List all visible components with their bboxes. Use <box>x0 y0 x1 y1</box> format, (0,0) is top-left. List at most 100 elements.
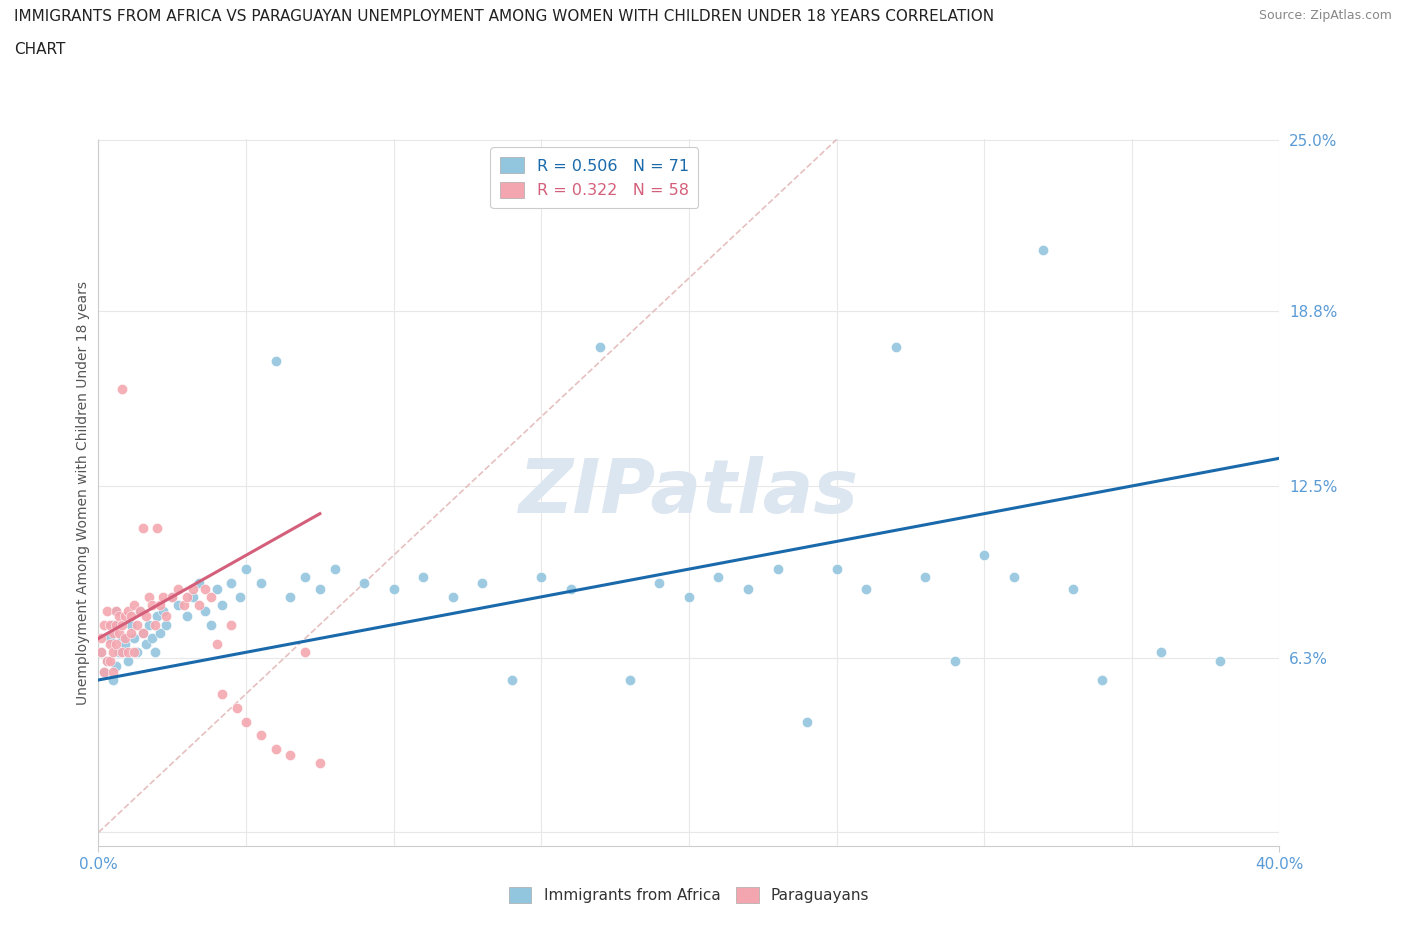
Point <box>117 653 139 668</box>
Point <box>766 562 789 577</box>
Point <box>501 672 523 687</box>
Point <box>108 644 131 659</box>
Point <box>128 604 150 618</box>
Point <box>120 626 142 641</box>
Point <box>98 636 121 651</box>
Point <box>323 562 346 577</box>
Point <box>125 644 148 659</box>
Point <box>855 581 877 596</box>
Point <box>120 609 142 624</box>
Point <box>117 644 139 659</box>
Point <box>103 672 125 687</box>
Point <box>132 626 155 641</box>
Point <box>111 618 134 632</box>
Point <box>943 653 966 668</box>
Point <box>93 664 115 679</box>
Point <box>264 353 287 368</box>
Point <box>294 644 316 659</box>
Point <box>194 604 217 618</box>
Y-axis label: Unemployment Among Women with Children Under 18 years: Unemployment Among Women with Children U… <box>76 281 90 705</box>
Point <box>914 570 936 585</box>
Point <box>146 520 169 535</box>
Point <box>1150 644 1173 659</box>
Point <box>141 598 163 613</box>
Point <box>200 590 222 604</box>
Point <box>229 590 252 604</box>
Point <box>167 598 190 613</box>
Point <box>152 604 174 618</box>
Point <box>235 714 257 729</box>
Point <box>143 644 166 659</box>
Point <box>111 631 134 645</box>
Point <box>412 570 434 585</box>
Point <box>149 598 172 613</box>
Text: ZIPatlas: ZIPatlas <box>519 457 859 529</box>
Point <box>138 590 160 604</box>
Point <box>219 576 242 591</box>
Point <box>678 590 700 604</box>
Point <box>96 653 118 668</box>
Point <box>235 562 257 577</box>
Point <box>382 581 405 596</box>
Point <box>111 381 134 396</box>
Point <box>135 636 157 651</box>
Point <box>181 581 204 596</box>
Point <box>353 576 375 591</box>
Point <box>211 686 233 701</box>
Point <box>90 644 112 659</box>
Point <box>155 618 177 632</box>
Point <box>93 664 115 679</box>
Point <box>162 590 183 604</box>
Point <box>111 644 134 659</box>
Point <box>1091 672 1114 687</box>
Point <box>181 590 204 604</box>
Point <box>211 598 233 613</box>
Point <box>122 631 145 645</box>
Point <box>441 590 464 604</box>
Point <box>105 604 128 618</box>
Point <box>146 609 169 624</box>
Point <box>530 570 553 585</box>
Point <box>884 340 907 355</box>
Point <box>152 590 174 604</box>
Text: CHART: CHART <box>14 42 66 57</box>
Point <box>796 714 818 729</box>
Point <box>105 658 128 673</box>
Point <box>973 548 995 563</box>
Point <box>825 562 848 577</box>
Point <box>1062 581 1084 596</box>
Point <box>98 653 121 668</box>
Point <box>278 590 302 604</box>
Point <box>250 728 273 743</box>
Point <box>264 742 287 757</box>
Point <box>187 598 209 613</box>
Point <box>108 609 131 624</box>
Point <box>737 581 759 596</box>
Point <box>200 618 222 632</box>
Point <box>471 576 494 591</box>
Point <box>149 626 172 641</box>
Point <box>176 590 198 604</box>
Point <box>105 604 128 618</box>
Point <box>138 618 160 632</box>
Point <box>128 604 150 618</box>
Point <box>143 618 166 632</box>
Point <box>589 340 612 355</box>
Point <box>132 626 155 641</box>
Point <box>226 700 249 715</box>
Text: Source: ZipAtlas.com: Source: ZipAtlas.com <box>1258 9 1392 22</box>
Point <box>1032 243 1054 258</box>
Point <box>103 644 125 659</box>
Point <box>278 748 302 763</box>
Point <box>294 570 316 585</box>
Point <box>167 581 190 596</box>
Point <box>98 618 121 632</box>
Point <box>96 653 118 668</box>
Point <box>194 581 217 596</box>
Point <box>120 618 142 632</box>
Point <box>619 672 641 687</box>
Point <box>108 626 131 641</box>
Point <box>105 636 128 651</box>
Point <box>176 609 198 624</box>
Point <box>132 520 155 535</box>
